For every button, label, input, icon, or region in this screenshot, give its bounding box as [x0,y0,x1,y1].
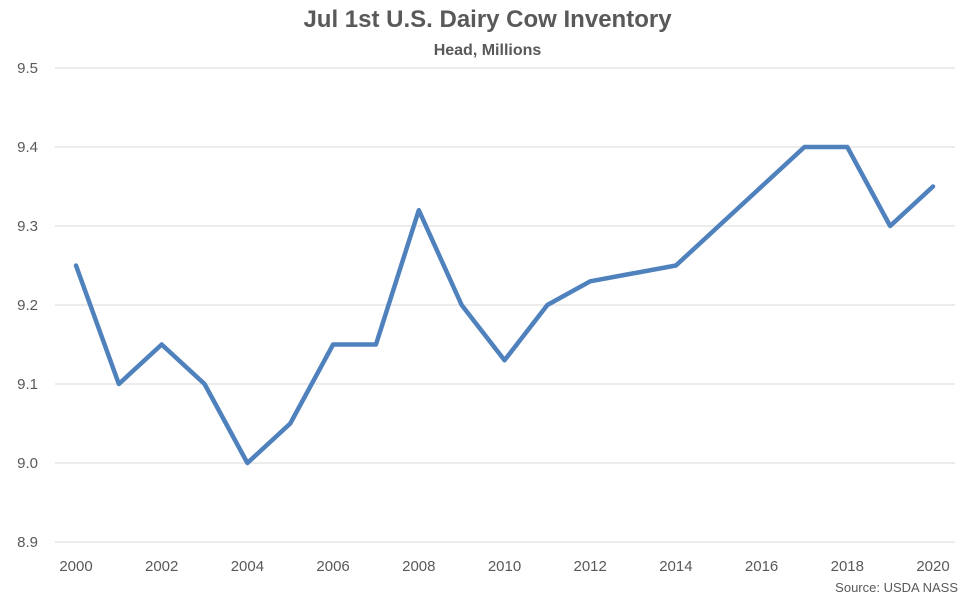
x-tick-label: 2016 [745,558,778,575]
x-tick-label: 2000 [59,558,92,575]
x-tick-label: 2018 [831,558,864,575]
y-tick-label: 9.2 [17,297,38,314]
y-tick-label: 9.4 [17,139,38,156]
source-note: Source: USDA NASS [835,580,958,595]
x-tick-label: 2014 [659,558,692,575]
series-line [73,144,936,466]
chart-subtitle: Head, Millions [433,42,542,59]
y-tick-label: 9.0 [17,455,38,472]
x-tick-label: 2006 [316,558,349,575]
x-tick-label: 2004 [231,558,264,575]
y-tick-label: 9.1 [17,376,38,393]
y-tick-label: 9.5 [17,60,38,77]
x-tick-label: 2002 [145,558,178,575]
y-tick-label: 9.3 [17,218,38,235]
x-tick-label: 2012 [574,558,607,575]
chart-title: Jul 1st U.S. Dairy Cow Inventory [303,6,672,33]
x-tick-label: 2010 [488,558,521,575]
y-tick-label: 8.9 [17,534,38,551]
x-tick-label: 2020 [916,558,949,575]
x-tick-label: 2008 [402,558,435,575]
